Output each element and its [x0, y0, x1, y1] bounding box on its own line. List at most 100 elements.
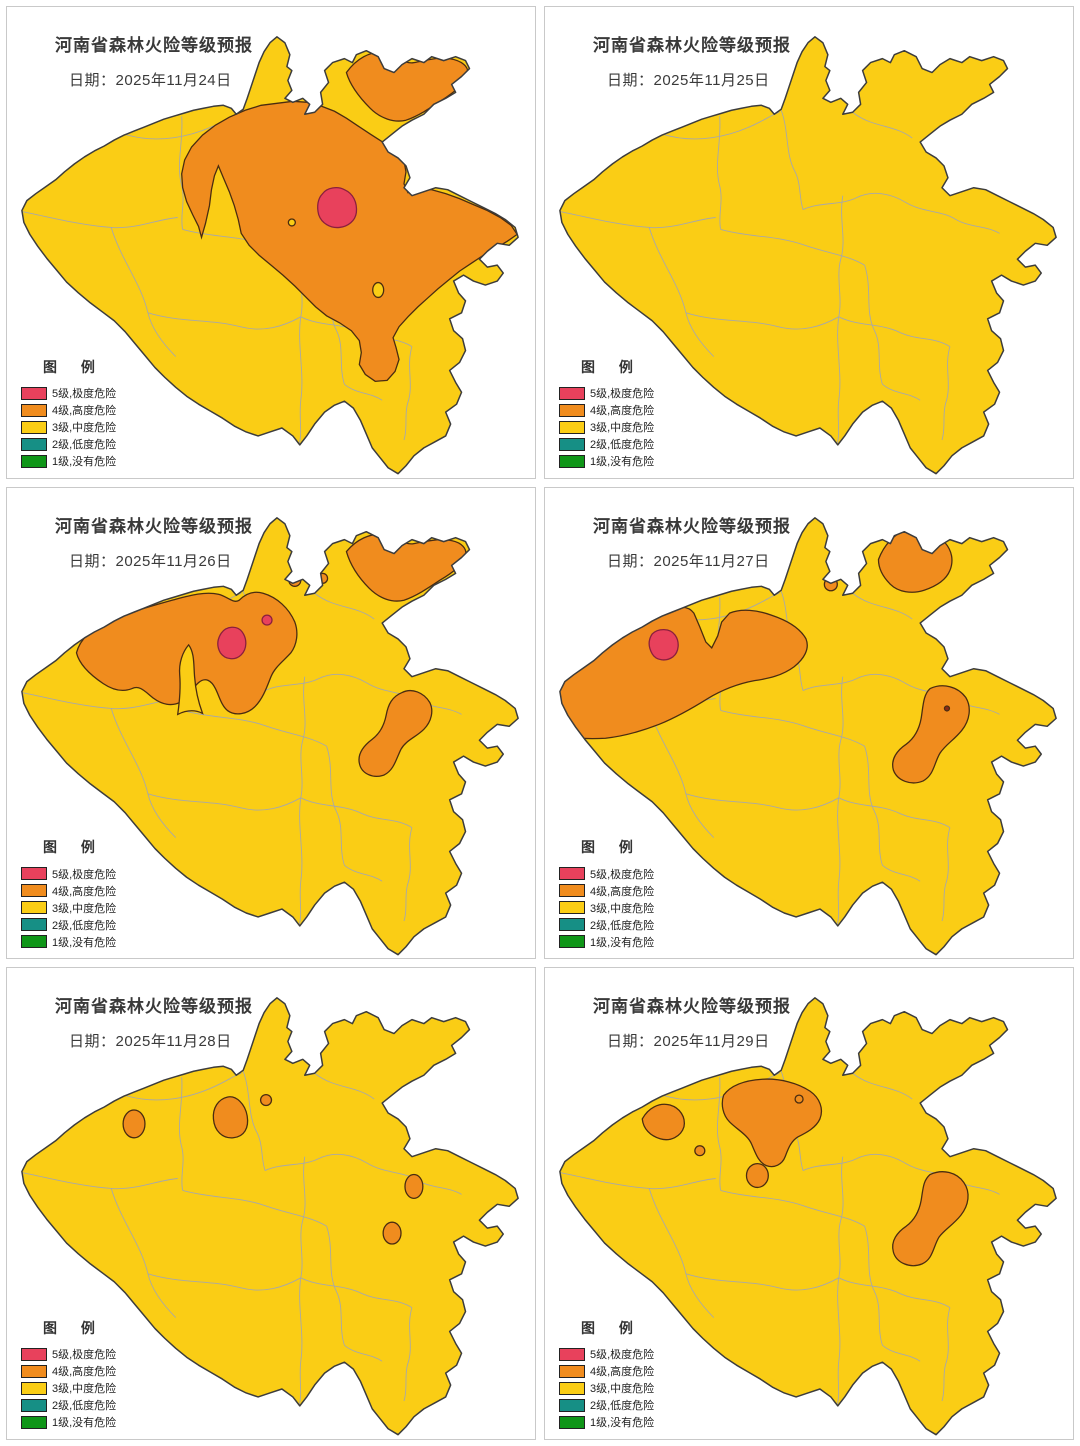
legend-label: 2级,低度危险	[590, 919, 655, 932]
map-title: 河南省森林火险等级预报	[55, 997, 253, 1017]
legend-swatch-level3	[21, 420, 47, 434]
map-date: 日期：2025年11月26日	[69, 552, 232, 570]
legend-swatch-level2	[559, 918, 585, 932]
risk-region-level-4	[212, 1096, 249, 1139]
legend-label: 1级,没有危险	[590, 936, 655, 949]
legend-label: 1级,没有危险	[590, 1417, 655, 1430]
legend-label: 2级,低度危险	[52, 1400, 117, 1413]
risk-region-level-3	[176, 643, 204, 716]
legend-item-level1: 1级,没有危险	[21, 453, 171, 470]
legend: 图 例 5级,极度危险 4级,高度危险 3级,中度危险 2级,低度危险 1级,没…	[559, 837, 709, 950]
legend-item-level5: 5级,极度危险	[559, 865, 709, 882]
risk-region-level-4	[892, 684, 970, 784]
legend-item-level5: 5级,极度危险	[21, 385, 171, 402]
henan-map	[21, 997, 519, 1436]
legend-item-level2: 2级,低度危险	[21, 436, 171, 453]
legend-label: 1级,没有危险	[52, 456, 117, 469]
legend-item-level3: 3级,中度危险	[21, 419, 171, 436]
legend-swatch-level5	[559, 867, 585, 881]
risk-region-level-4	[943, 704, 951, 712]
legend-label: 4级,高度危险	[590, 1366, 655, 1379]
legend-swatch-level1	[21, 1415, 47, 1429]
legend-item-level2: 2级,低度危险	[21, 1397, 171, 1414]
legend-header: 图 例	[43, 358, 105, 375]
legend-swatch-level4	[21, 1364, 47, 1378]
legend-swatch-level2	[21, 918, 47, 932]
legend: 图 例 5级,极度危险 4级,高度危险 3级,中度危险 2级,低度危险 1级,没…	[21, 357, 171, 470]
map-title: 河南省森林火险等级预报	[593, 516, 791, 536]
forecast-panel-3: 河南省森林火险等级预报 日期：2025年11月26日 图 例 5级,极度危险 4…	[6, 486, 536, 960]
legend: 图 例 5级,极度危险 4级,高度危险 3级,中度危险 2级,低度危险 1级,没…	[559, 357, 709, 470]
risk-region-level-5	[648, 628, 679, 661]
legend-swatch-level4	[559, 1364, 585, 1378]
legend-label: 4级,高度危险	[52, 405, 117, 418]
legend-swatch-level5	[559, 386, 585, 400]
legend: 图 例 5级,极度危险 4级,高度危险 3级,中度危险 2级,低度危险 1级,没…	[559, 1318, 709, 1431]
legend-swatch-level5	[21, 386, 47, 400]
legend-label: 5级,极度危险	[52, 868, 117, 881]
legend-label: 4级,高度危险	[590, 885, 655, 898]
risk-region-level-4	[745, 1163, 769, 1189]
risk-region-level-3	[287, 218, 296, 227]
legend-label: 4级,高度危险	[590, 405, 655, 418]
legend-label: 5级,极度危险	[52, 388, 117, 401]
legend-item-level2: 2级,低度危险	[559, 436, 709, 453]
map-title: 河南省森林火险等级预报	[55, 516, 253, 536]
legend-swatch-level4	[559, 403, 585, 417]
legend-swatch-level1	[559, 1415, 585, 1429]
legend-item-level3: 3级,中度危险	[21, 899, 171, 916]
legend-label: 5级,极度危险	[52, 1349, 117, 1362]
legend-swatch-level2	[21, 1398, 47, 1412]
legend-label: 4级,高度危险	[52, 1366, 117, 1379]
risk-region-level-4	[181, 100, 519, 383]
forecast-panel-2: 河南省森林火险等级预报 日期：2025年11月25日 图 例 5级,极度危险 4…	[544, 6, 1074, 479]
legend-label: 5级,极度危险	[590, 868, 655, 881]
legend-header: 图 例	[581, 358, 643, 375]
legend-swatch-level3	[21, 1381, 47, 1395]
legend-swatch-level1	[559, 935, 585, 949]
forecast-panel-4: 河南省森林火险等级预报 日期：2025年11月27日 图 例 5级,极度危险 4…	[544, 486, 1074, 960]
risk-region-level-4	[404, 1174, 424, 1200]
legend-item-level5: 5级,极度危险	[21, 865, 171, 882]
legend-label: 5级,极度危险	[590, 388, 655, 401]
legend-item-level5: 5级,极度危险	[21, 1346, 171, 1363]
henan-map	[559, 997, 1057, 1436]
risk-region-level-4	[122, 1109, 146, 1139]
legend-item-level5: 5级,极度危险	[559, 1346, 709, 1363]
legend-swatch-level3	[21, 901, 47, 915]
legend-item-level4: 4级,高度危险	[559, 882, 709, 899]
map-date: 日期：2025年11月27日	[607, 552, 770, 570]
legend-swatch-level1	[559, 454, 585, 468]
legend: 图 例 5级,极度危险 4级,高度危险 3级,中度危险 2级,低度危险 1级,没…	[21, 1318, 171, 1431]
legend-swatch-level4	[21, 403, 47, 417]
map-date: 日期：2025年11月24日	[69, 72, 232, 89]
legend-label: 1级,没有危险	[52, 936, 117, 949]
legend-label: 2级,低度危险	[52, 439, 117, 452]
legend-swatch-level1	[21, 935, 47, 949]
legend-item-level1: 1级,没有危险	[559, 933, 709, 950]
legend-label: 2级,低度危险	[52, 919, 117, 932]
legend-item-level2: 2级,低度危险	[21, 916, 171, 933]
henan-map	[21, 516, 519, 956]
legend-swatch-level4	[21, 884, 47, 898]
legend-item-level1: 1级,没有危险	[559, 453, 709, 470]
legend-label: 2级,低度危险	[590, 439, 655, 452]
legend-swatch-level5	[559, 1347, 585, 1361]
legend-label: 5级,极度危险	[590, 1349, 655, 1362]
legend-swatch-level4	[559, 884, 585, 898]
legend-header: 图 例	[43, 1319, 105, 1336]
legend-item-level3: 3级,中度危险	[21, 1380, 171, 1397]
legend-item-level2: 2级,低度危险	[559, 1397, 709, 1414]
legend-label: 3级,中度危险	[590, 1383, 655, 1396]
legend-label: 3级,中度危险	[52, 422, 117, 435]
risk-region-level-4	[382, 1221, 402, 1246]
legend-label: 4级,高度危险	[52, 885, 117, 898]
legend-label: 3级,中度危险	[52, 902, 117, 915]
legend-item-level4: 4级,高度危险	[21, 402, 171, 419]
legend-item-level1: 1级,没有危险	[21, 933, 171, 950]
risk-region-level-4	[641, 1104, 685, 1141]
risk-region-level-5	[317, 186, 358, 229]
risk-region-level-4	[358, 689, 433, 777]
legend-header: 图 例	[581, 839, 643, 856]
map-title: 河南省森林火险等级预报	[55, 36, 253, 55]
